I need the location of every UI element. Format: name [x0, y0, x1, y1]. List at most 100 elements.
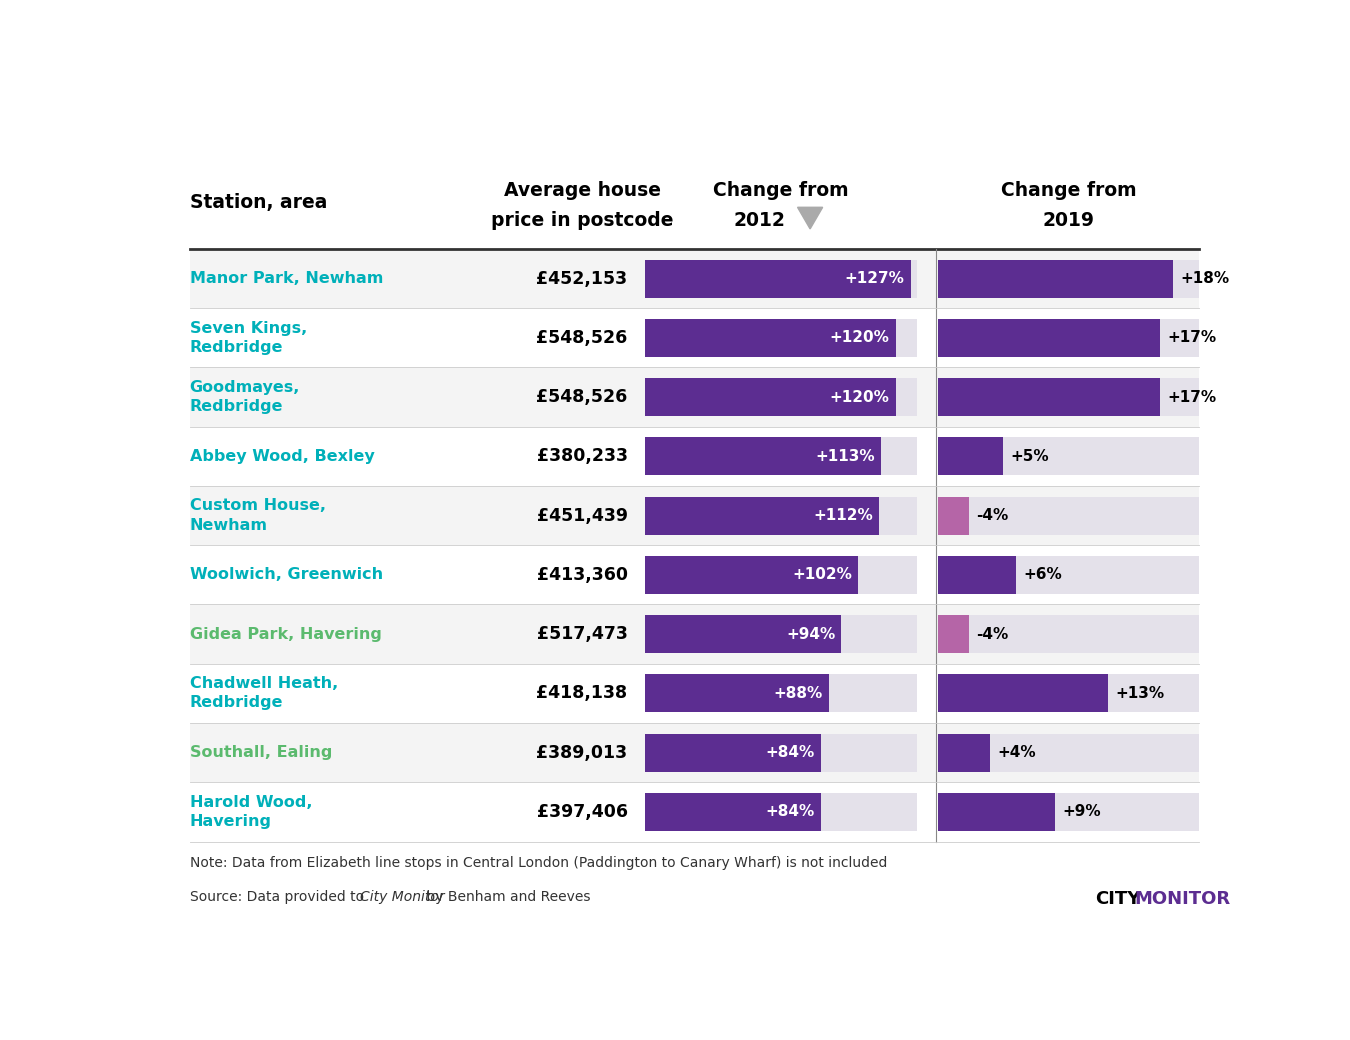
- Polygon shape: [798, 207, 822, 229]
- Text: Average house: Average house: [504, 181, 660, 200]
- Bar: [938, 674, 1199, 712]
- Text: £397,406: £397,406: [536, 803, 628, 821]
- Bar: [938, 733, 990, 772]
- Bar: [938, 674, 1108, 712]
- Text: £548,526: £548,526: [536, 329, 628, 346]
- Bar: [938, 379, 1199, 416]
- Text: +6%: +6%: [1023, 568, 1062, 582]
- Text: Gidea Park, Havering: Gidea Park, Havering: [189, 627, 382, 642]
- Bar: [938, 260, 1173, 297]
- Text: £548,526: £548,526: [536, 388, 628, 406]
- Text: MONITOR: MONITOR: [1134, 889, 1231, 908]
- Bar: [645, 674, 917, 712]
- Text: Abbey Wood, Bexley: Abbey Wood, Bexley: [189, 449, 374, 464]
- Text: Woolwich, Greenwich: Woolwich, Greenwich: [189, 568, 383, 582]
- Text: City Monitor: City Monitor: [360, 889, 446, 904]
- Text: 2012: 2012: [734, 211, 786, 230]
- Text: CITY: CITY: [1095, 889, 1139, 908]
- Bar: [189, 426, 1199, 486]
- Text: +13%: +13%: [1115, 685, 1164, 701]
- Bar: [189, 604, 1199, 664]
- Text: -4%: -4%: [976, 509, 1008, 523]
- Bar: [645, 674, 829, 712]
- Bar: [645, 792, 917, 831]
- Bar: [645, 615, 917, 653]
- Text: +84%: +84%: [765, 804, 814, 820]
- Bar: [645, 260, 910, 297]
- Text: £452,153: £452,153: [536, 269, 628, 287]
- Text: £380,233: £380,233: [536, 447, 628, 465]
- Bar: [938, 792, 1056, 831]
- Bar: [938, 556, 1017, 594]
- Bar: [938, 792, 1199, 831]
- Bar: [189, 545, 1199, 604]
- Text: Source: Data provided to: Source: Data provided to: [189, 889, 369, 904]
- Text: -4%: -4%: [976, 627, 1008, 642]
- Text: Goodmayes,
Redbridge: Goodmayes, Redbridge: [189, 380, 300, 414]
- Text: £517,473: £517,473: [536, 625, 628, 643]
- Bar: [938, 497, 1199, 535]
- Bar: [189, 249, 1199, 308]
- Bar: [645, 438, 917, 475]
- Bar: [938, 319, 1160, 357]
- Bar: [189, 723, 1199, 782]
- Bar: [938, 733, 1199, 772]
- Text: Note: Data from Elizabeth line stops in Central London (Paddington to Canary Wha: Note: Data from Elizabeth line stops in …: [189, 856, 887, 869]
- Text: by Benham and Reeves: by Benham and Reeves: [423, 889, 590, 904]
- Bar: [645, 615, 841, 653]
- Bar: [938, 615, 969, 653]
- Text: +112%: +112%: [813, 509, 873, 523]
- Text: +127%: +127%: [844, 271, 904, 286]
- Text: +17%: +17%: [1168, 331, 1216, 345]
- Bar: [938, 319, 1199, 357]
- Text: +102%: +102%: [792, 568, 852, 582]
- Text: Seven Kings,
Redbridge: Seven Kings, Redbridge: [189, 320, 306, 355]
- Text: Harold Wood,
Havering: Harold Wood, Havering: [189, 795, 312, 829]
- Text: price in postcode: price in postcode: [491, 211, 674, 230]
- Text: Custom House,
Newham: Custom House, Newham: [189, 498, 325, 532]
- Bar: [645, 319, 896, 357]
- Text: £413,360: £413,360: [536, 566, 628, 583]
- Bar: [189, 782, 1199, 841]
- Bar: [645, 733, 917, 772]
- Bar: [645, 319, 917, 357]
- Text: Change from: Change from: [1000, 181, 1137, 200]
- Bar: [645, 497, 879, 535]
- Bar: [645, 438, 882, 475]
- Bar: [938, 615, 1199, 653]
- Bar: [645, 379, 896, 416]
- Text: 2019: 2019: [1042, 211, 1095, 230]
- Bar: [645, 733, 821, 772]
- Text: +84%: +84%: [765, 745, 814, 760]
- Bar: [938, 556, 1199, 594]
- Bar: [189, 367, 1199, 426]
- Bar: [645, 260, 917, 297]
- Text: +17%: +17%: [1168, 390, 1216, 405]
- Bar: [645, 556, 859, 594]
- Bar: [645, 792, 821, 831]
- Text: Station, area: Station, area: [189, 192, 327, 212]
- Bar: [189, 664, 1199, 723]
- Text: £418,138: £418,138: [536, 684, 628, 702]
- Bar: [645, 556, 917, 594]
- Bar: [938, 497, 969, 535]
- Bar: [189, 486, 1199, 545]
- Text: +5%: +5%: [1010, 449, 1049, 464]
- Text: Southall, Ealing: Southall, Ealing: [189, 745, 332, 760]
- Bar: [645, 497, 917, 535]
- Text: Chadwell Heath,
Redbridge: Chadwell Heath, Redbridge: [189, 676, 338, 710]
- Text: +113%: +113%: [815, 449, 875, 464]
- Text: +18%: +18%: [1180, 271, 1230, 286]
- Text: £451,439: £451,439: [536, 506, 628, 524]
- Text: +120%: +120%: [830, 331, 890, 345]
- Bar: [938, 379, 1160, 416]
- Text: Manor Park, Newham: Manor Park, Newham: [189, 271, 383, 286]
- Bar: [645, 379, 917, 416]
- Text: +9%: +9%: [1062, 804, 1102, 820]
- Bar: [189, 308, 1199, 367]
- Text: £389,013: £389,013: [536, 744, 628, 761]
- Text: +88%: +88%: [774, 685, 822, 701]
- Text: +94%: +94%: [786, 627, 836, 642]
- Text: +4%: +4%: [998, 745, 1035, 760]
- Text: Change from: Change from: [713, 181, 849, 200]
